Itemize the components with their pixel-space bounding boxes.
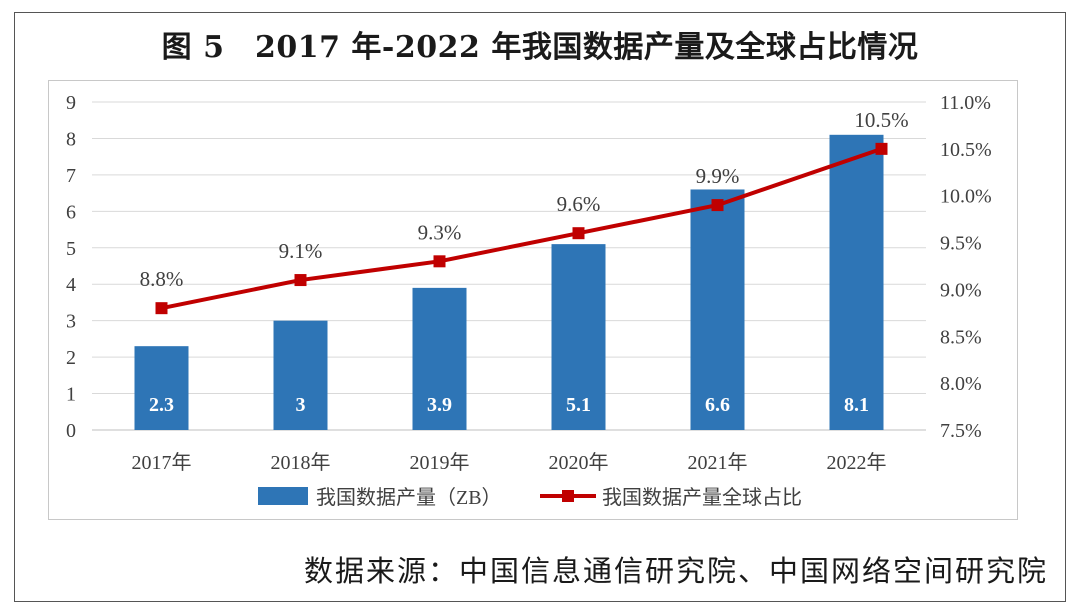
bar-value-label: 3 <box>296 394 306 416</box>
left-axis-tick-label: 9 <box>66 92 76 114</box>
line-value-label: 9.1% <box>279 239 323 263</box>
bar <box>829 134 884 431</box>
category-label: 2019年 <box>410 451 470 474</box>
left-axis-tick-label: 4 <box>66 274 76 296</box>
line-marker <box>711 199 724 212</box>
line-value-label: 8.8% <box>140 267 184 291</box>
right-axis-tick-label: 9.0% <box>940 279 982 301</box>
right-axis-tick-label: 8.5% <box>940 326 982 348</box>
line-value-label: 9.3% <box>418 220 462 244</box>
category-label: 2020年 <box>549 451 609 474</box>
left-axis-tick-label: 3 <box>66 311 76 333</box>
line-value-label: 9.6% <box>557 192 601 216</box>
right-axis-tick-label: 7.5% <box>940 420 982 442</box>
legend-line-label: 我国数据产量全球占比 <box>602 486 802 509</box>
right-axis-tick-label: 8.0% <box>940 373 982 395</box>
bar-value-label: 2.3 <box>149 394 174 416</box>
bar <box>412 287 467 430</box>
line-value-label: 10.5% <box>854 108 908 132</box>
legend-line-marker <box>562 490 574 502</box>
plot-area-border <box>48 80 1018 520</box>
line-marker <box>433 255 446 268</box>
line-marker <box>294 274 307 287</box>
percentage-line <box>161 146 883 311</box>
bar <box>134 346 189 430</box>
figure-frame <box>14 12 1066 602</box>
chart-title: 图 5 2017 年-2022 年我国数据产量及全球占比情况 <box>161 30 919 65</box>
line-marker <box>572 227 585 240</box>
line-value-label: 9.9% <box>696 164 740 188</box>
right-axis-tick-label: 9.5% <box>940 233 982 255</box>
left-axis-tick-label: 5 <box>66 238 76 260</box>
category-label: 2017年 <box>132 451 192 474</box>
left-axis-tick-label: 6 <box>66 201 76 223</box>
right-axis-tick-label: 10.5% <box>940 139 992 161</box>
bar <box>690 189 745 430</box>
left-axis-tick-label: 0 <box>66 420 76 442</box>
bar <box>551 244 606 430</box>
data-source-note: 数据来源：中国信息通信研究院、中国网络空间研究院 <box>303 554 1048 588</box>
bar <box>273 320 328 430</box>
category-label: 2018年 <box>271 451 331 474</box>
category-label: 2022年 <box>827 451 887 474</box>
right-axis-tick-label: 11.0% <box>940 92 991 114</box>
bar-value-label: 6.6 <box>705 394 730 416</box>
line-marker <box>875 142 888 155</box>
bar-value-label: 8.1 <box>844 394 869 416</box>
legend-bar-label: 我国数据产量（ZB） <box>316 486 502 509</box>
line-marker <box>155 302 168 315</box>
bar-value-label: 5.1 <box>566 394 591 416</box>
left-axis-tick-label: 8 <box>66 128 76 150</box>
legend-bar-swatch <box>258 487 308 505</box>
category-label: 2021年 <box>688 451 748 474</box>
left-axis-tick-label: 2 <box>66 347 76 369</box>
left-axis-tick-label: 7 <box>66 165 76 187</box>
right-axis-tick-label: 10.0% <box>940 186 992 208</box>
bar-value-label: 3.9 <box>427 394 452 416</box>
left-axis-tick-label: 1 <box>66 384 76 406</box>
